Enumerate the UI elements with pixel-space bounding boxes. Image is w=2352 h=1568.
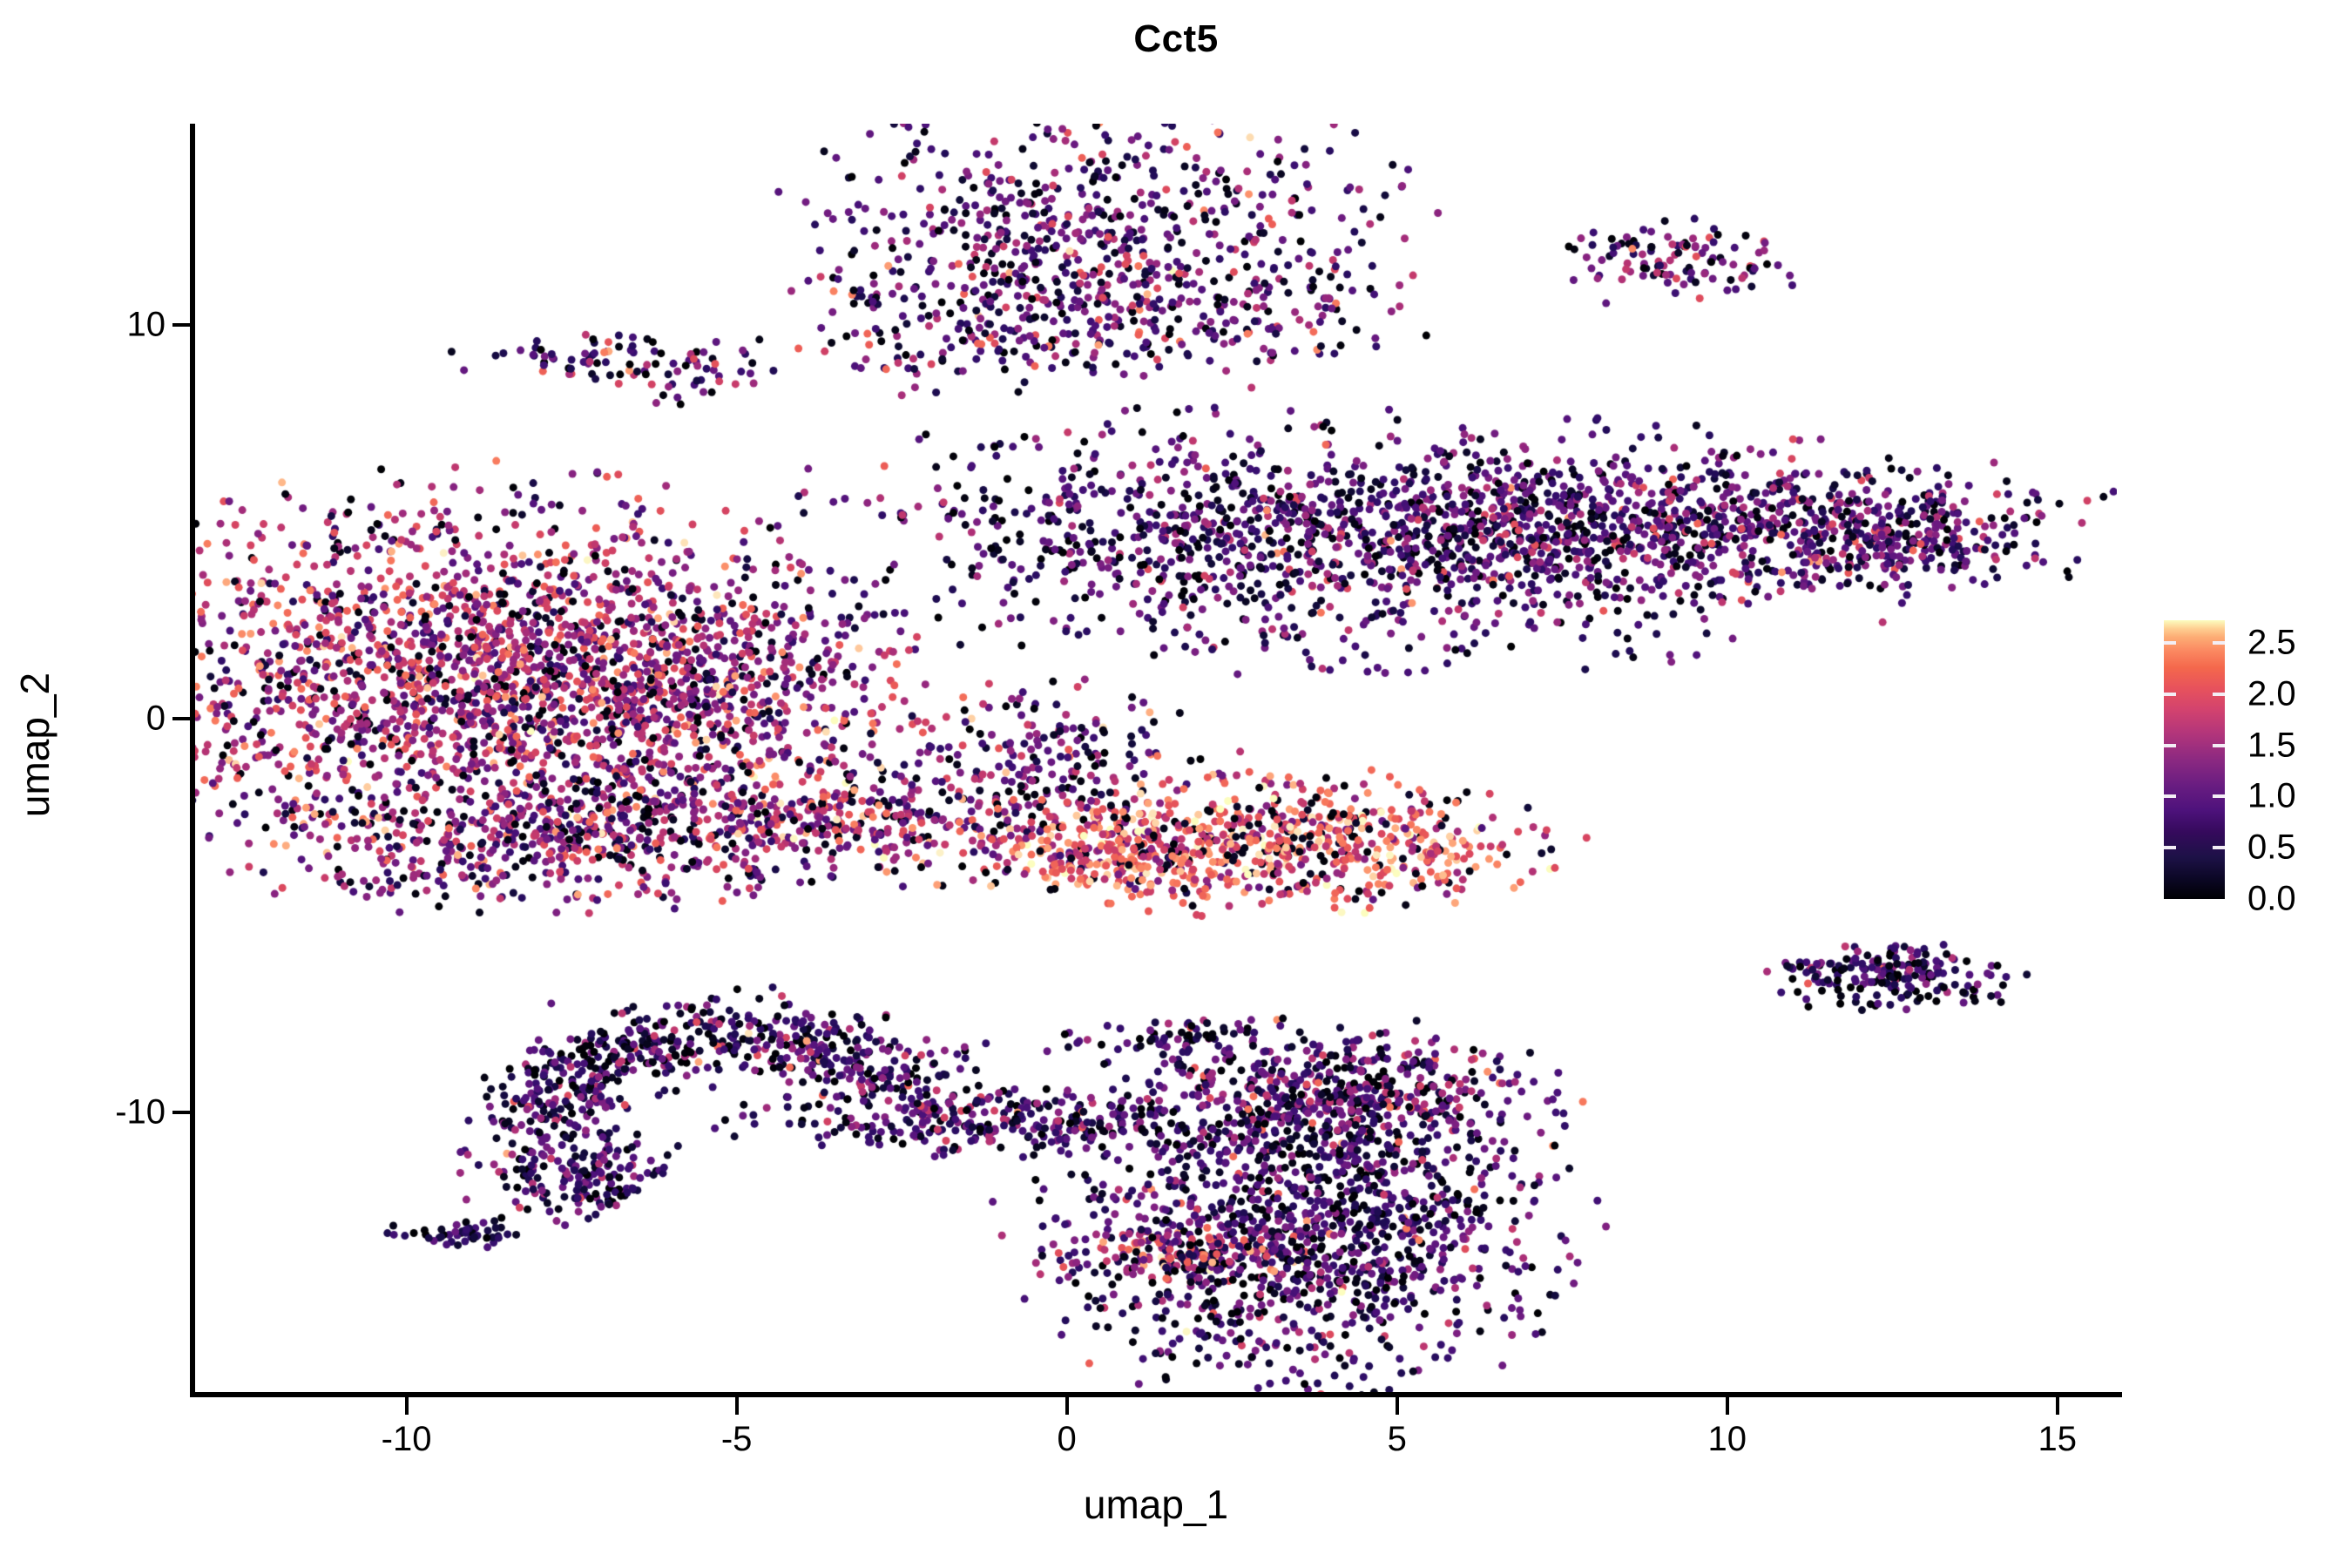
y-tick-mark — [172, 322, 190, 327]
colorbar-gradient — [2164, 620, 2225, 899]
x-tick-mark — [1064, 1397, 1069, 1415]
y-axis-line — [190, 124, 195, 1397]
colorbar-tick-label: 1.5 — [2247, 726, 2296, 765]
colorbar-tick-mark — [2164, 846, 2176, 850]
x-axis-line — [195, 1392, 2122, 1397]
x-tick-mark — [404, 1397, 409, 1415]
colorbar-tick-mark — [2213, 692, 2225, 696]
x-tick-label: -5 — [720, 1420, 753, 1458]
colorbar-legend: 2.5 2.0 1.5 1.0 0.5 0.0 — [2164, 620, 2296, 918]
y-tick-label: 0 — [145, 699, 166, 738]
y-axis-title: umap_2 — [12, 672, 57, 818]
scatter-points-layer — [195, 124, 2117, 1396]
colorbar-tick-mark — [2213, 846, 2225, 850]
y-tick-label: -10 — [115, 1092, 166, 1132]
colorbar-tick-mark — [2164, 743, 2176, 747]
colorbar-tick-mark — [2213, 640, 2225, 645]
colorbar-tick-mark — [2164, 692, 2176, 696]
x-tick-label: 0 — [1057, 1420, 1077, 1458]
x-tick-mark — [734, 1397, 739, 1415]
colorbar-tick-mark — [2164, 640, 2176, 645]
y-tick-mark — [172, 1110, 190, 1114]
colorbar-tick-label: 1.0 — [2247, 776, 2296, 815]
colorbar-tick-mark — [2164, 794, 2176, 799]
colorbar-tick-label: 0.0 — [2247, 879, 2296, 918]
x-tick-mark — [1395, 1397, 1399, 1415]
colorbar-tick-mark — [2213, 743, 2225, 747]
colorbar-tick-label: 2.5 — [2247, 623, 2296, 662]
y-tick-label: 10 — [126, 305, 166, 344]
x-tick-label: -10 — [381, 1420, 432, 1458]
x-tick-label: 5 — [1387, 1420, 1407, 1458]
x-axis-title: umap_1 — [1083, 1482, 1229, 1527]
x-tick-label: 15 — [2038, 1420, 2078, 1458]
x-tick-mark — [2055, 1397, 2059, 1415]
plot-panel[interactable] — [195, 124, 2117, 1396]
y-tick-mark — [172, 716, 190, 720]
x-tick-mark — [1725, 1397, 1729, 1415]
x-tick-label: 10 — [1707, 1420, 1747, 1458]
colorbar-tick-label: 0.5 — [2247, 828, 2296, 867]
colorbar-tick-label: 2.0 — [2247, 674, 2296, 713]
colorbar-tick-mark — [2213, 794, 2225, 799]
page-title: Cct5 — [1133, 17, 1219, 60]
